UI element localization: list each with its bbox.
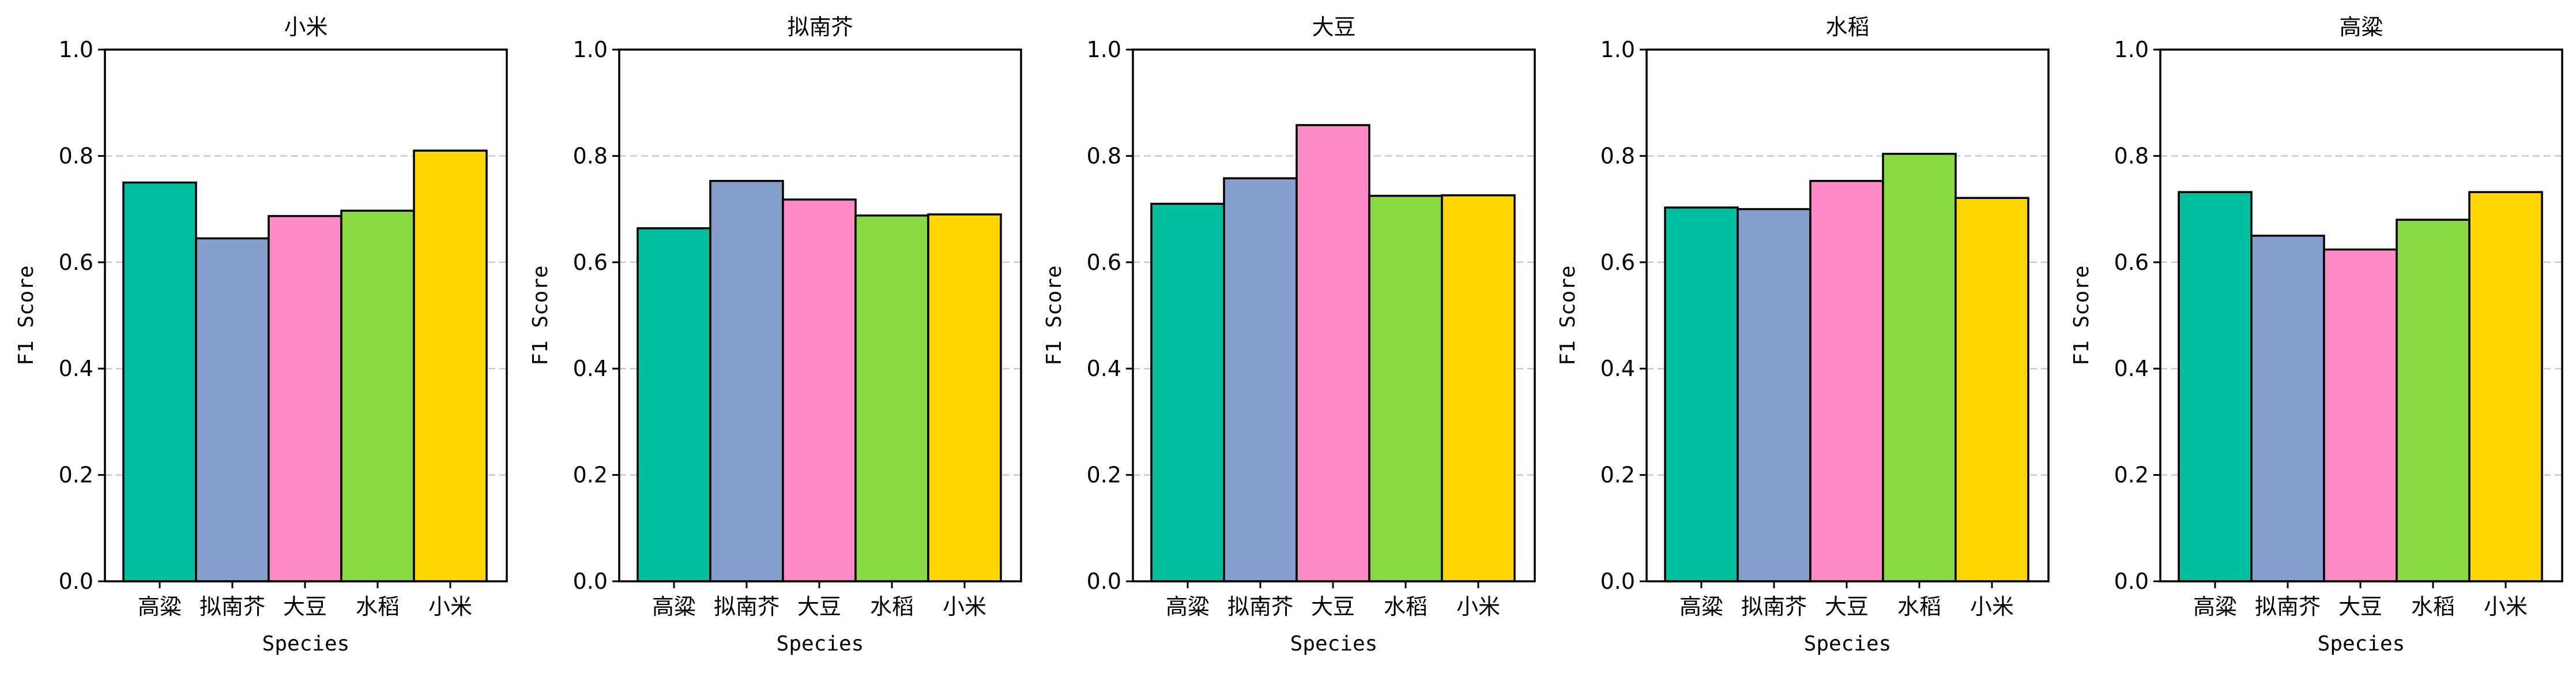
- y-axis-label: F1 Score: [529, 265, 552, 365]
- y-tick-label: 0.6: [573, 250, 608, 275]
- y-tick-label: 0.0: [2114, 569, 2149, 594]
- bar: [1882, 152, 1957, 582]
- bar: [195, 237, 270, 582]
- bar: [413, 149, 488, 582]
- x-axis-label: Species: [1804, 632, 1892, 656]
- bar: [1664, 206, 1739, 582]
- x-tick-label: 拟南芥: [1741, 594, 1807, 619]
- bar: [927, 213, 1002, 582]
- x-tick-label: 拟南芥: [2255, 594, 2321, 619]
- bar: [709, 179, 784, 582]
- y-tick-label: 1.0: [573, 37, 608, 62]
- y-tick-label: 0.4: [59, 356, 93, 381]
- bar: [268, 215, 342, 582]
- y-tick-label: 0.6: [1600, 250, 1635, 275]
- y-tick-label: 1.0: [1087, 37, 1121, 62]
- x-tick-label: 大豆: [797, 594, 841, 619]
- bar: [1368, 194, 1443, 582]
- bar: [2396, 219, 2470, 582]
- x-tick-label: 高粱: [1166, 594, 1210, 619]
- x-axis-label: Species: [2318, 632, 2405, 656]
- x-tick-label: 拟南芥: [714, 594, 779, 619]
- x-tick-label: 高粱: [138, 594, 182, 619]
- y-tick-label: 0.4: [1087, 356, 1121, 381]
- x-tick-label: 水稻: [2411, 594, 2455, 619]
- chart-title: 高粱: [2339, 14, 2383, 40]
- x-axis-label: Species: [1290, 632, 1378, 656]
- y-tick-label: 0.8: [2114, 143, 2149, 168]
- x-tick-label: 水稻: [356, 594, 400, 619]
- y-tick-label: 0.6: [1087, 250, 1121, 275]
- y-axis-label: F1 Score: [1556, 265, 1580, 365]
- x-tick-label: 大豆: [1311, 594, 1355, 619]
- y-tick-label: 0.8: [573, 143, 608, 168]
- x-tick-label: 拟南芥: [199, 594, 265, 619]
- x-axis-label: Species: [777, 632, 864, 656]
- y-axis-label: F1 Score: [1042, 265, 1066, 365]
- y-tick-label: 0.0: [573, 569, 608, 594]
- chart-title: 大豆: [1312, 14, 1355, 40]
- x-tick-label: 小米: [1970, 594, 2014, 619]
- bar: [1954, 197, 2029, 582]
- y-tick-label: 0.8: [1087, 143, 1121, 168]
- y-tick-label: 0.4: [573, 356, 608, 381]
- bar: [1809, 179, 1884, 582]
- y-tick-label: 0.4: [2114, 356, 2149, 381]
- bar: [2468, 191, 2543, 582]
- x-tick-label: 水稻: [1897, 594, 1941, 619]
- y-tick-label: 1.0: [1600, 37, 1635, 62]
- bar: [637, 227, 711, 582]
- y-tick-label: 0.2: [59, 463, 93, 488]
- bar: [1295, 124, 1370, 582]
- bar: [1441, 194, 1516, 582]
- bar: [1150, 202, 1225, 582]
- x-tick-label: 水稻: [870, 594, 914, 619]
- x-tick-label: 大豆: [1825, 594, 1869, 619]
- y-tick-label: 0.6: [59, 250, 93, 275]
- x-tick-label: 大豆: [2338, 594, 2382, 619]
- bar: [854, 214, 929, 582]
- x-tick-label: 水稻: [1384, 594, 1428, 619]
- chart-title: 小米: [284, 14, 327, 40]
- y-tick-label: 0.0: [59, 569, 93, 594]
- bar: [1223, 177, 1298, 582]
- y-axis-label: F1 Score: [14, 265, 38, 365]
- x-tick-label: 高粱: [2193, 594, 2237, 619]
- y-tick-label: 0.0: [1087, 569, 1121, 594]
- y-axis-label: F1 Score: [2070, 265, 2093, 365]
- chart-title: 拟南芥: [787, 14, 853, 40]
- x-tick-label: 小米: [2484, 594, 2528, 619]
- bar: [122, 181, 197, 582]
- x-tick-label: 高粱: [1679, 594, 1723, 619]
- y-tick-label: 0.4: [1600, 356, 1635, 381]
- bar: [782, 198, 857, 582]
- y-tick-label: 0.8: [1600, 143, 1635, 168]
- x-tick-label: 小米: [1456, 594, 1500, 619]
- y-tick-label: 0.2: [1087, 463, 1121, 488]
- chart-title: 水稻: [1825, 14, 1869, 40]
- y-tick-label: 1.0: [59, 37, 93, 62]
- y-tick-label: 0.2: [573, 463, 608, 488]
- y-tick-label: 0.0: [1600, 569, 1635, 594]
- y-tick-label: 0.2: [2114, 463, 2149, 488]
- bar: [2323, 248, 2398, 582]
- x-tick-label: 小米: [428, 594, 472, 619]
- y-tick-label: 0.8: [59, 143, 93, 168]
- x-tick-label: 高粱: [652, 594, 696, 619]
- y-tick-label: 0.6: [2114, 250, 2149, 275]
- bar: [340, 209, 415, 582]
- bar: [2178, 191, 2253, 582]
- x-tick-label: 小米: [943, 594, 986, 619]
- x-tick-label: 大豆: [283, 594, 327, 619]
- bar: [2250, 234, 2325, 582]
- bar: [1737, 208, 1812, 582]
- y-tick-label: 0.2: [1600, 463, 1635, 488]
- x-axis-label: Species: [262, 632, 350, 656]
- y-tick-label: 1.0: [2114, 37, 2149, 62]
- x-tick-label: 拟南芥: [1227, 594, 1293, 619]
